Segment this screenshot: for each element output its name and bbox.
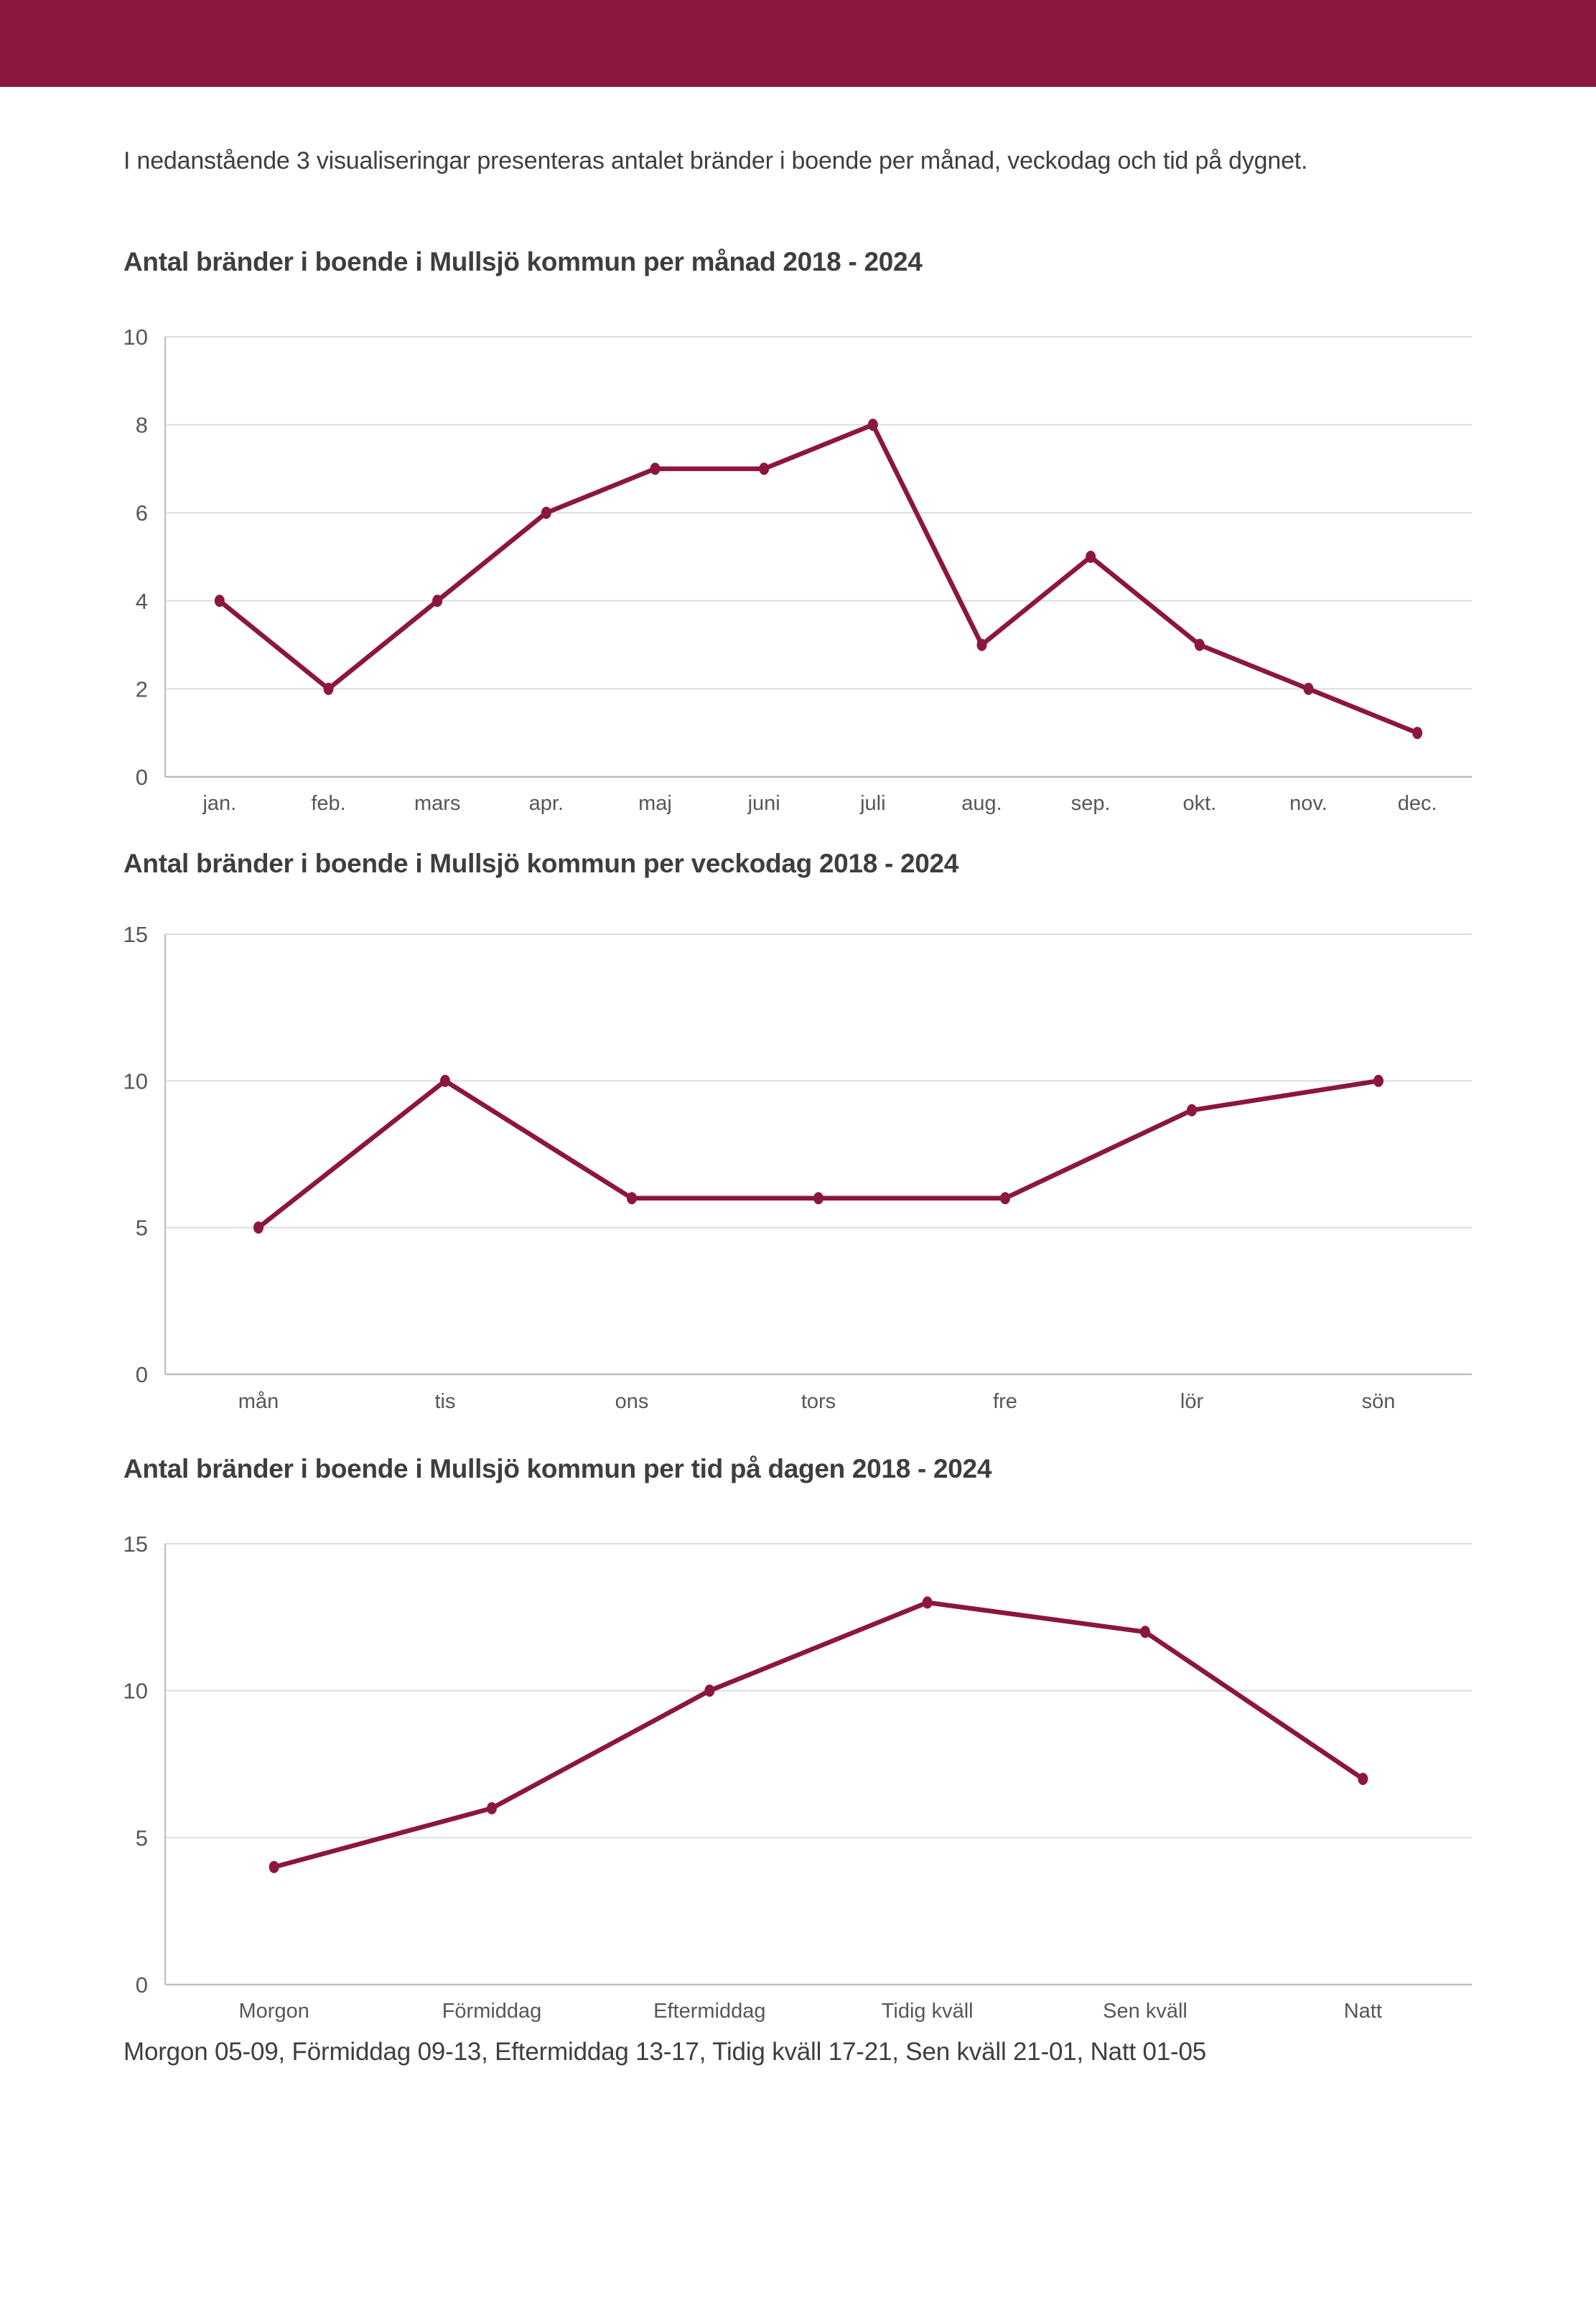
- chart-title-per-weekday: Antal bränder i boende i Mullsjö kommun …: [123, 849, 959, 878]
- y-tick-label: 0: [136, 1362, 148, 1387]
- y-tick-label: 4: [136, 589, 148, 614]
- x-axis-label: fre: [993, 1390, 1017, 1413]
- trend-line: [217, 422, 1420, 735]
- x-axis-label: tis: [435, 1390, 456, 1413]
- line-chart-per-weekday: 0 5 10 15 mån tis ons tors fre lör sön: [123, 922, 1472, 1413]
- x-axis-label: sön: [1362, 1390, 1396, 1413]
- data-point: [627, 1192, 637, 1205]
- time-ranges-footnote: Morgon 05-09, Förmiddag 09-13, Eftermidd…: [123, 2038, 1207, 2066]
- y-tick-label: 8: [136, 413, 148, 438]
- y-tick-label: 2: [136, 676, 148, 702]
- chart-title-per-time-of-day: Antal bränder i boende i Mullsjö kommun …: [123, 1454, 992, 1483]
- data-point: [1358, 1772, 1368, 1785]
- x-axis-label: Morgon: [239, 2000, 309, 2023]
- data-point: [976, 638, 987, 651]
- line-chart-per-month: 0 2 4 6 8 10 jan. feb. mars apr. maj juni juli aug. se…: [123, 325, 1472, 815]
- x-axis-label: aug.: [961, 792, 1002, 815]
- data-point: [214, 595, 225, 607]
- data-point: [1000, 1192, 1010, 1205]
- x-axis-label: Eftermiddag: [653, 2000, 765, 2023]
- data-point: [541, 506, 551, 519]
- x-axis-label: ons: [615, 1390, 649, 1413]
- y-tick-label: 10: [123, 1679, 148, 1704]
- y-tick-label: 0: [136, 765, 148, 790]
- data-point: [269, 1860, 279, 1873]
- x-axis-label: apr.: [529, 792, 564, 815]
- x-axis-label: Tidig kväll: [882, 2000, 974, 2023]
- x-axis-label: nov.: [1289, 792, 1327, 815]
- x-axis-label: juni: [747, 792, 780, 815]
- y-tick-label: 0: [136, 1972, 148, 1998]
- y-tick-label: 6: [136, 500, 148, 526]
- x-axis-label: jan.: [202, 792, 236, 815]
- x-axis-label: tors: [801, 1390, 836, 1413]
- data-point: [323, 682, 334, 695]
- data-point: [1140, 1626, 1150, 1639]
- header-bar: [0, 0, 1596, 87]
- data-point: [487, 1802, 497, 1814]
- x-axis-label: lör: [1180, 1390, 1204, 1413]
- data-point: [813, 1192, 823, 1205]
- x-axis-label: Natt: [1344, 2000, 1382, 2023]
- x-axis-label: Sen kväll: [1103, 2000, 1187, 2023]
- x-axis-label: mars: [414, 792, 460, 815]
- trend-line: [271, 1600, 1366, 1870]
- data-point: [1303, 682, 1314, 695]
- x-axis-label: okt.: [1182, 792, 1216, 815]
- y-tick-label: 15: [123, 1532, 148, 1557]
- data-point: [704, 1684, 715, 1697]
- data-point: [432, 595, 443, 607]
- y-tick-label: 15: [123, 922, 148, 947]
- data-point: [1086, 551, 1096, 563]
- data-point: [867, 419, 878, 432]
- x-axis-label: Förmiddag: [442, 2000, 542, 2023]
- data-point: [1412, 727, 1423, 740]
- y-tick-label: 10: [123, 1068, 148, 1094]
- data-point: [650, 462, 661, 475]
- chart-title-per-month: Antal bränder i boende i Mullsjö kommun …: [123, 247, 923, 276]
- data-point: [1187, 1104, 1197, 1117]
- x-axis-label: sep.: [1071, 792, 1111, 815]
- x-axis-label: dec.: [1398, 792, 1437, 815]
- x-axis-label: maj: [638, 792, 672, 815]
- y-tick-label: 10: [123, 325, 148, 350]
- data-point: [922, 1596, 933, 1609]
- y-tick-label: 5: [136, 1825, 148, 1850]
- data-point: [1194, 638, 1205, 651]
- x-axis-label: mån: [238, 1390, 279, 1413]
- trend-line: [256, 1078, 1381, 1230]
- data-point: [759, 462, 770, 475]
- x-axis-label: feb.: [311, 792, 345, 815]
- x-axis-label: juli: [859, 792, 885, 815]
- data-point: [253, 1221, 263, 1234]
- intro-text: I nedanstående 3 visualiseringar present…: [123, 147, 1308, 174]
- line-chart-per-time-of-day: 0 5 10 15 Morgon Förmiddag Eftermiddag Tidig kv…: [123, 1532, 1472, 2023]
- y-tick-label: 5: [136, 1216, 148, 1241]
- data-point: [1373, 1074, 1383, 1087]
- data-point: [440, 1074, 450, 1087]
